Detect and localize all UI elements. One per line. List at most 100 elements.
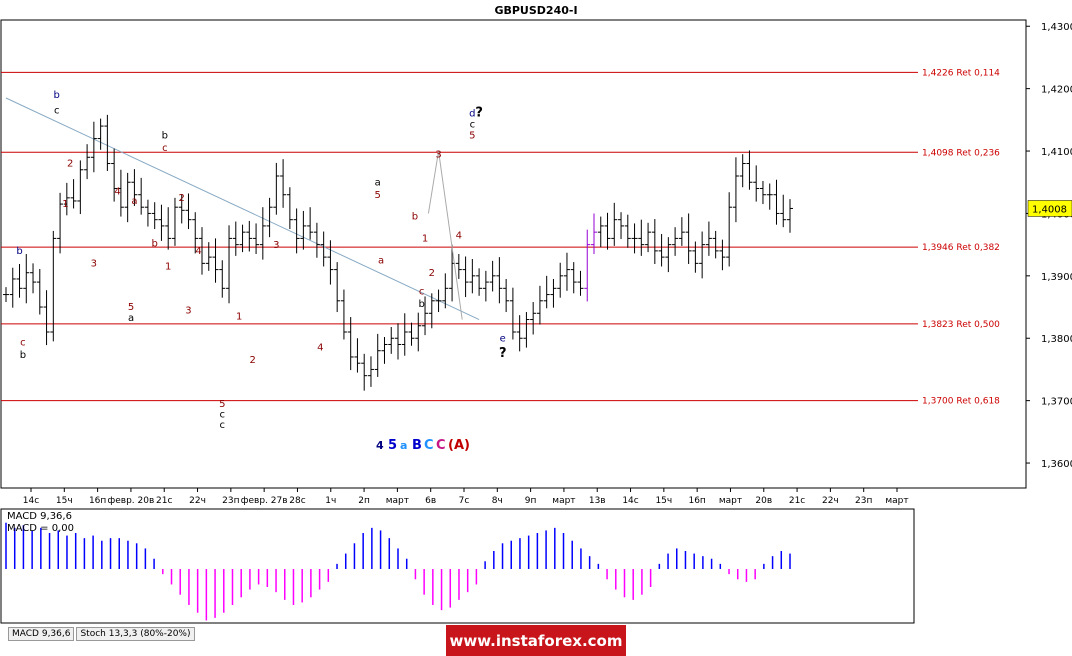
- legend-item: 5: [388, 438, 397, 453]
- fib-label: 1,3700 Ret 0,618: [922, 397, 1000, 407]
- wave-label: c: [220, 420, 226, 431]
- x-tick-label: 28с: [289, 496, 305, 506]
- main-plot-frame: [0, 19, 1027, 489]
- wave-label: c: [162, 143, 168, 154]
- wave-label: 5: [128, 302, 134, 313]
- x-tick-label: 21с: [789, 496, 805, 506]
- x-tick-label: 22ч: [822, 496, 839, 506]
- x-tick-label: 9п: [525, 496, 537, 506]
- y-tick-label: 1,3600: [1041, 459, 1072, 470]
- x-tick-label: 14с: [23, 496, 39, 506]
- wave-label: 4: [114, 187, 120, 198]
- x-tick-label: 16п: [688, 496, 705, 506]
- price-tag-label: 1,4008: [1032, 204, 1067, 215]
- x-tick-label: 1ч: [325, 496, 336, 506]
- trendline-layer: [5, 97, 480, 320]
- x-tick-label: март: [386, 496, 409, 506]
- wave-label: a: [375, 177, 381, 188]
- y-tick-label: 1,4300: [1041, 22, 1072, 33]
- wave-label: c: [54, 106, 60, 117]
- x-tick-label: март: [719, 496, 742, 506]
- macd-label: MACD 9,36,6: [7, 511, 72, 522]
- wave-label: d: [469, 109, 475, 120]
- legend-item: 4: [376, 439, 384, 452]
- chart-title: GBPUSD240-I: [494, 4, 577, 17]
- wave-label: 3: [185, 305, 191, 316]
- legend-item: C: [436, 438, 446, 453]
- y-tick-label: 1,3800: [1041, 334, 1072, 345]
- wave-label: 5: [469, 131, 475, 142]
- wave-label: b: [418, 299, 424, 310]
- price-tag-box: [1027, 200, 1072, 217]
- wave-label: b: [20, 350, 26, 361]
- x-tick-label: 23п: [222, 496, 239, 506]
- wave-label: c: [470, 119, 476, 130]
- wave-label: 1: [165, 262, 171, 273]
- wave-label: 4: [456, 230, 462, 241]
- x-tick-label: 14с: [622, 496, 638, 506]
- wave-label: a: [128, 313, 134, 324]
- wave-label: b: [162, 131, 168, 142]
- x-tick-label: 21с: [156, 496, 172, 506]
- x-tick-label: 15ч: [56, 496, 73, 506]
- wave-label: 3: [435, 149, 441, 160]
- x-tick-label: февр. 20в: [108, 496, 155, 506]
- x-tick-label: 23п: [855, 496, 872, 506]
- wave-label: ?: [475, 106, 483, 121]
- trendline: [5, 97, 480, 320]
- projection-layer: [427, 150, 463, 320]
- wave-label: c: [20, 338, 26, 349]
- tab-stoch[interactable]: Stoch 13,3,3 (80%-20%): [76, 627, 195, 641]
- wave-label: b: [16, 246, 22, 257]
- x-tick-label: 8ч: [492, 496, 503, 506]
- x-tick-label: март: [885, 496, 908, 506]
- y-tick-label: 1,3700: [1041, 397, 1072, 408]
- fib-label: 1,3823 Ret 0,500: [922, 320, 1000, 330]
- wave-label: 3: [91, 258, 97, 269]
- fib-label: 1,3946 Ret 0,382: [922, 243, 1000, 253]
- wave-label: b: [54, 90, 60, 101]
- wave-label: 2: [429, 268, 435, 279]
- wave-label: ?: [499, 346, 507, 361]
- fib-label: 1,4226 Ret 0,114: [922, 68, 1000, 78]
- wave-label: 1: [422, 234, 428, 245]
- x-tick-label: март: [552, 496, 575, 506]
- fib-label: 1,4098 Ret 0,236: [922, 148, 1000, 158]
- macd-label: MACD = 0,00: [7, 523, 74, 534]
- x-tick-label: 2п: [358, 496, 370, 506]
- x-tick-label: 20в: [755, 496, 772, 506]
- wave-label: e: [500, 333, 506, 344]
- wave-label: 1: [236, 312, 242, 323]
- y-tick-label: 1,4200: [1041, 85, 1072, 96]
- wave-label: b: [412, 212, 418, 223]
- macd-plot-frame: [0, 508, 915, 624]
- wave-label: a: [378, 255, 384, 266]
- indicator-tabs: MACD 9,36,6 Stoch 13,3,3 (80%-20%): [8, 627, 197, 641]
- y-tick-label: 1,4100: [1041, 147, 1072, 158]
- wave-label: c: [419, 287, 425, 298]
- wave-label: 4: [317, 343, 323, 354]
- wave-label: a: [131, 196, 137, 207]
- legend-item: C: [424, 438, 434, 453]
- fib-levels: 1,4226 Ret 0,114 1,4098 Ret 0,236 1,3946 R…: [1, 68, 1000, 407]
- y-tick-label: 1,3900: [1041, 272, 1072, 283]
- wave-label: c: [220, 409, 226, 420]
- legend-item: a: [400, 439, 407, 452]
- wave-label: 5: [375, 190, 381, 201]
- x-tick-label: 15ч: [655, 496, 672, 506]
- x-tick-label: февр. 27в: [241, 496, 288, 506]
- wave-label: 3: [273, 240, 279, 251]
- tab-macd[interactable]: MACD 9,36,6: [8, 627, 75, 641]
- wave-label: b: [152, 239, 158, 250]
- wave-label: 2: [250, 355, 256, 366]
- instaforex-banner[interactable]: www.instaforex.com: [446, 625, 626, 656]
- wave-label: 4: [195, 246, 201, 257]
- current-price-tag: 1,4008: [1027, 200, 1072, 217]
- x-axis: 14с 15ч 16п февр. 20в 21с 22ч 23п февр. 27в 28с 1…: [23, 488, 909, 506]
- x-tick-label: 6в: [425, 496, 436, 506]
- wave-label: 2: [67, 159, 73, 170]
- x-tick-label: 13в: [589, 496, 606, 506]
